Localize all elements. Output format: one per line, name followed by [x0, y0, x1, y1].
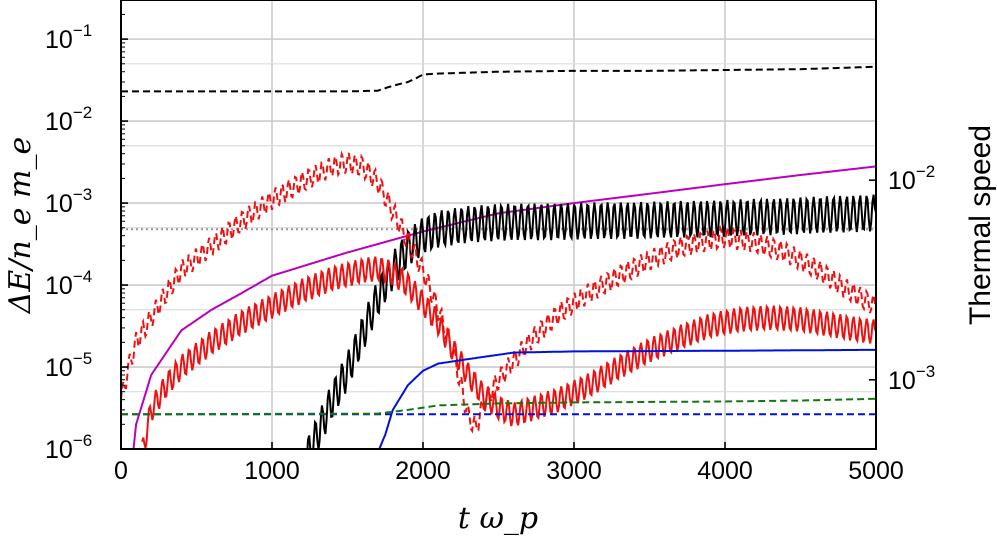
y-tick-label: 10−3 [45, 185, 92, 218]
x-tick-label: 5000 [848, 457, 904, 485]
x-axis-label: t ω_p [458, 501, 538, 536]
x-tick-label: 0 [114, 457, 128, 485]
y-tick-label: 10−5 [45, 349, 92, 382]
y2-tick-label: 10−3 [888, 362, 935, 395]
y-tick-label: 10−4 [45, 267, 92, 300]
series-line-5 [121, 150, 876, 434]
y2-axis-label: Thermal speed [964, 125, 997, 325]
series-line-3 [301, 194, 876, 449]
series-line-2 [132, 165, 876, 449]
series-line-6 [378, 348, 876, 449]
x-tick-label: 3000 [546, 457, 602, 485]
series-layer [121, 65, 876, 449]
y2-ticks: 10−2 10−3 [869, 162, 935, 395]
series-line-0 [121, 65, 876, 93]
y2-tick-label: 10−2 [888, 162, 935, 195]
y-tick-label: 10−6 [45, 431, 92, 464]
series-line-8 [121, 397, 876, 416]
x-tick-label: 4000 [697, 457, 753, 485]
x-ticks: 0 1000 2000 3000 4000 5000 [114, 442, 904, 485]
y-axis-label: ΔE/n_e m_e [3, 137, 38, 314]
y-tick-label: 10−1 [45, 21, 92, 54]
y-tick-label: 10−2 [45, 103, 92, 136]
y-ticks: 10−6 10−5 10−4 10−3 10−2 10−1 [45, 13, 128, 464]
x-tick-label: 1000 [244, 457, 300, 485]
plot-frame [120, 0, 877, 450]
x-tick-label: 2000 [395, 457, 451, 485]
